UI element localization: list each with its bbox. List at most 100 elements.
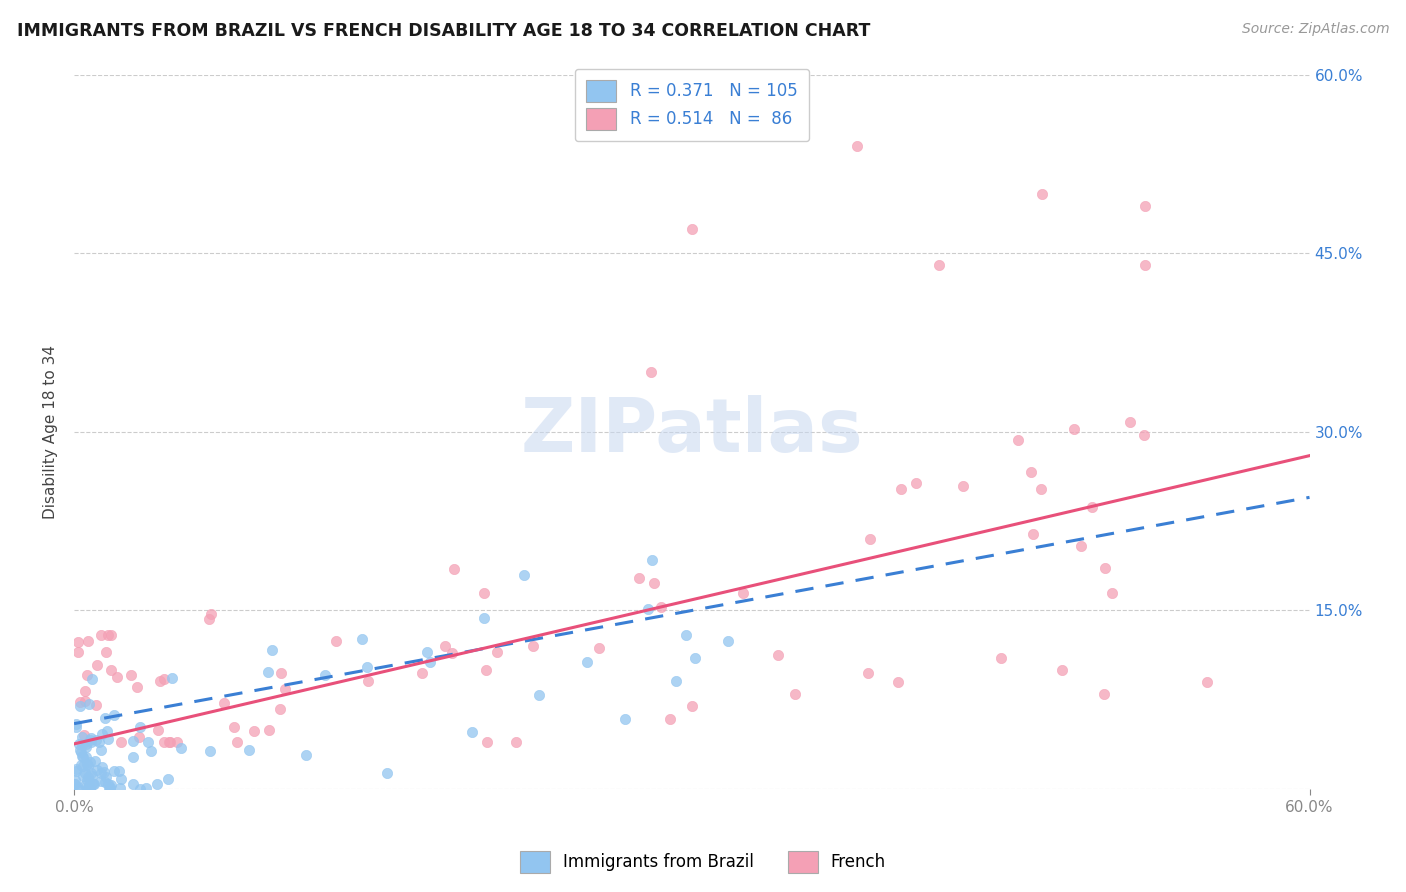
Point bbox=[84, 754, 107, 768]
Point bbox=[443, 562, 465, 576]
Point bbox=[82, 775, 104, 789]
Point bbox=[96, 724, 118, 739]
Point bbox=[270, 666, 292, 681]
Point bbox=[1092, 687, 1115, 701]
Point bbox=[122, 750, 145, 764]
Text: IMMIGRANTS FROM BRAZIL VS FRENCH DISABILITY AGE 18 TO 34 CORRELATION CHART: IMMIGRANTS FROM BRAZIL VS FRENCH DISABIL… bbox=[17, 22, 870, 40]
Point bbox=[419, 655, 441, 669]
Point bbox=[79, 780, 101, 794]
Point bbox=[768, 648, 790, 663]
Point bbox=[66, 780, 89, 794]
Point bbox=[129, 720, 152, 734]
Point bbox=[90, 743, 112, 757]
Point bbox=[637, 601, 659, 615]
Point bbox=[149, 673, 172, 688]
Point bbox=[350, 632, 373, 646]
Point bbox=[243, 723, 266, 738]
Point bbox=[1070, 539, 1092, 553]
Point bbox=[640, 365, 662, 379]
Point bbox=[1031, 186, 1053, 201]
Point bbox=[1022, 527, 1045, 541]
Point bbox=[103, 708, 125, 723]
Point bbox=[731, 585, 754, 599]
Point bbox=[1007, 433, 1029, 447]
Point bbox=[477, 734, 499, 748]
Point bbox=[100, 778, 122, 792]
Point bbox=[97, 628, 120, 642]
Point bbox=[75, 750, 97, 764]
Point bbox=[67, 645, 90, 659]
Point bbox=[63, 772, 86, 787]
Point bbox=[100, 663, 122, 677]
Point bbox=[96, 645, 118, 659]
Point bbox=[783, 687, 806, 701]
Point bbox=[928, 258, 950, 272]
Point bbox=[65, 762, 87, 776]
Point bbox=[79, 755, 101, 769]
Point bbox=[214, 696, 236, 710]
Point bbox=[159, 734, 181, 748]
Point bbox=[314, 668, 336, 682]
Point bbox=[91, 726, 114, 740]
Point bbox=[65, 777, 87, 791]
Point bbox=[76, 772, 98, 787]
Point bbox=[80, 766, 103, 780]
Point bbox=[576, 655, 599, 669]
Point bbox=[90, 774, 112, 789]
Point bbox=[1031, 482, 1053, 496]
Point bbox=[952, 479, 974, 493]
Point bbox=[65, 717, 87, 731]
Point bbox=[93, 764, 115, 779]
Point bbox=[84, 733, 107, 747]
Point bbox=[274, 681, 297, 696]
Point bbox=[152, 672, 174, 686]
Point bbox=[257, 723, 280, 738]
Point bbox=[665, 674, 688, 689]
Point bbox=[75, 737, 97, 751]
Point bbox=[108, 764, 131, 778]
Point bbox=[990, 651, 1012, 665]
Point bbox=[641, 552, 664, 566]
Point bbox=[72, 748, 94, 763]
Point bbox=[269, 702, 291, 716]
Point bbox=[486, 645, 509, 659]
Point bbox=[96, 777, 118, 791]
Point bbox=[70, 738, 93, 752]
Point bbox=[681, 222, 703, 236]
Point bbox=[295, 747, 318, 762]
Point bbox=[411, 666, 433, 681]
Point bbox=[200, 744, 222, 758]
Text: Source: ZipAtlas.com: Source: ZipAtlas.com bbox=[1241, 22, 1389, 37]
Point bbox=[1063, 422, 1085, 436]
Point bbox=[77, 698, 100, 712]
Point bbox=[86, 657, 108, 672]
Point bbox=[238, 743, 260, 757]
Point bbox=[66, 781, 89, 796]
Point bbox=[169, 741, 191, 756]
Point bbox=[1118, 415, 1140, 429]
Point bbox=[858, 666, 880, 681]
Point bbox=[80, 735, 103, 749]
Point bbox=[75, 739, 97, 754]
Point bbox=[69, 745, 91, 759]
Point bbox=[659, 713, 682, 727]
Point bbox=[905, 475, 928, 490]
Point bbox=[67, 737, 90, 751]
Point bbox=[627, 571, 650, 585]
Point bbox=[90, 765, 112, 780]
Point bbox=[103, 764, 125, 778]
Point bbox=[110, 772, 132, 787]
Point bbox=[505, 734, 527, 748]
Point bbox=[77, 780, 100, 795]
Point bbox=[70, 730, 93, 744]
Point bbox=[72, 759, 94, 773]
Point bbox=[91, 760, 114, 774]
Point bbox=[139, 744, 162, 758]
Point bbox=[643, 575, 665, 590]
Point bbox=[75, 694, 97, 708]
Point bbox=[128, 731, 150, 745]
Point bbox=[1133, 258, 1156, 272]
Point bbox=[257, 665, 280, 679]
Point bbox=[80, 731, 103, 745]
Text: ZIPatlas: ZIPatlas bbox=[520, 395, 863, 468]
